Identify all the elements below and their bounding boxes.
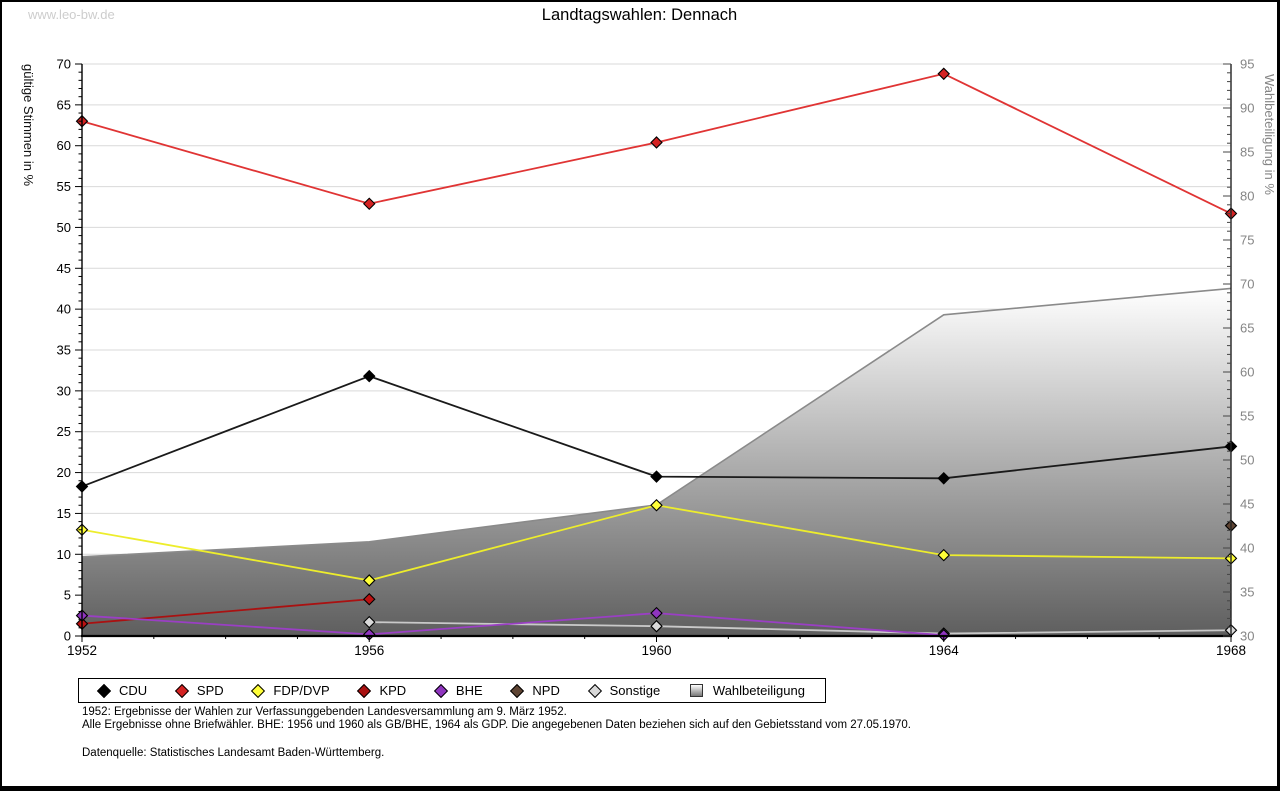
svg-text:1960: 1960 [641, 643, 671, 658]
svg-text:70: 70 [57, 57, 71, 72]
footnote-method: Alle Ergebnisse ohne Briefwähler. BHE: 1… [82, 719, 911, 731]
svg-text:35: 35 [1240, 585, 1254, 600]
legend-item-npd: NPD [510, 683, 560, 698]
leo-bw-watermark: www.leo-bw.de [28, 7, 115, 22]
svg-text:15: 15 [57, 506, 71, 521]
svg-text:40: 40 [1240, 541, 1254, 556]
left-axis-label: gültige Stimmen in % [21, 64, 36, 187]
cdu-legend-marker-icon [96, 683, 112, 698]
kpd-marker-icon [362, 592, 376, 606]
cdu-marker-icon [650, 470, 663, 483]
svg-text:45: 45 [1240, 497, 1254, 512]
svg-text:55: 55 [57, 179, 71, 194]
svg-text:95: 95 [1240, 57, 1254, 72]
svg-text:40: 40 [57, 302, 71, 317]
legend-label: FDP/DVP [273, 683, 330, 698]
svg-text:75: 75 [1240, 233, 1254, 248]
legend-label: NPD [532, 683, 560, 698]
svg-text:30: 30 [1240, 629, 1254, 644]
data-source-note: Datenquelle: Statistisches Landesamt Bad… [82, 747, 385, 759]
fdp-dvp-marker-icon [362, 574, 376, 587]
sonstige-marker-icon [362, 615, 376, 629]
sonstige-marker-icon [650, 619, 663, 633]
legend-label: SPD [196, 683, 224, 698]
legend-label: Wahlbeteiligung [712, 683, 805, 698]
wahlbeteiligung-legend-marker-icon [689, 684, 703, 697]
legend-label: KPD [379, 683, 407, 698]
svg-text:1956: 1956 [354, 643, 384, 658]
legend-item-spd: SPD [174, 683, 224, 698]
svg-text:30: 30 [57, 383, 71, 398]
legend-item-cdu: CDU [96, 683, 148, 698]
bhe-marker-icon [650, 606, 663, 620]
spd-marker-icon [937, 67, 951, 81]
legend-label: BHE [455, 683, 483, 698]
spd-legend-marker-icon [174, 683, 189, 698]
svg-text:60: 60 [1240, 365, 1254, 380]
svg-text:60: 60 [57, 138, 71, 153]
fdp-dvp-legend-marker-icon [251, 683, 266, 698]
fdp-dvp-marker-icon [937, 548, 951, 562]
svg-text:50: 50 [57, 220, 71, 235]
svg-text:20: 20 [57, 465, 71, 480]
axes: 0 5 10 15 20 25 30 35 40 45 50 55 60 65 70 30 35 40 45 50 55… [57, 57, 1255, 659]
svg-text:5: 5 [64, 588, 71, 603]
svg-text:0: 0 [64, 629, 71, 644]
npd-legend-marker-icon [510, 683, 525, 698]
sonstige-legend-marker-icon [587, 683, 602, 698]
chart-legend: CDU SPD FDP/DVP KPD BHE NPD Sonstige Wahlbeteil… [78, 678, 826, 703]
svg-text:90: 90 [1240, 101, 1254, 116]
svg-text:45: 45 [57, 261, 71, 276]
spd-marker-icon [650, 136, 663, 149]
svg-text:10: 10 [57, 547, 71, 562]
svg-text:1952: 1952 [67, 643, 97, 658]
cdu-marker-icon [937, 472, 951, 485]
legend-item-sonstige: Sonstige [587, 683, 661, 698]
legend-item-fdp-dvp: FDP/DVP [251, 683, 330, 698]
legend-item-wahlbeteiligung: Wahlbeteiligung [689, 683, 805, 698]
right-axis-label: Wahlbeteiligung in % [1262, 74, 1277, 195]
legend-item-kpd: KPD [357, 683, 407, 698]
spd-marker-icon [362, 197, 376, 211]
bhe-legend-marker-icon [433, 683, 448, 698]
cdu-marker-icon [362, 369, 376, 383]
svg-text:55: 55 [1240, 409, 1254, 424]
svg-text:1968: 1968 [1216, 643, 1246, 658]
kpd-legend-marker-icon [357, 683, 372, 698]
svg-text:80: 80 [1240, 189, 1254, 204]
fdp-dvp-marker-icon [650, 498, 663, 512]
footnote-1952: 1952: Ergebnisse der Wahlen zur Verfassu… [82, 706, 567, 718]
svg-text:25: 25 [57, 424, 71, 439]
svg-text:35: 35 [57, 343, 71, 358]
page-title: Landtagswahlen: Dennach [541, 6, 738, 24]
legend-label: CDU [119, 683, 148, 698]
svg-text:70: 70 [1240, 277, 1254, 292]
svg-text:50: 50 [1240, 453, 1254, 468]
legend-label: Sonstige [609, 683, 661, 698]
svg-text:1964: 1964 [929, 643, 960, 658]
series-wahlbeteiligung [81, 287, 1232, 636]
legend-item-bhe: BHE [433, 683, 483, 698]
svg-text:65: 65 [1240, 321, 1254, 336]
svg-text:85: 85 [1240, 145, 1254, 160]
svg-text:65: 65 [57, 97, 71, 112]
series-spd [75, 67, 1238, 220]
